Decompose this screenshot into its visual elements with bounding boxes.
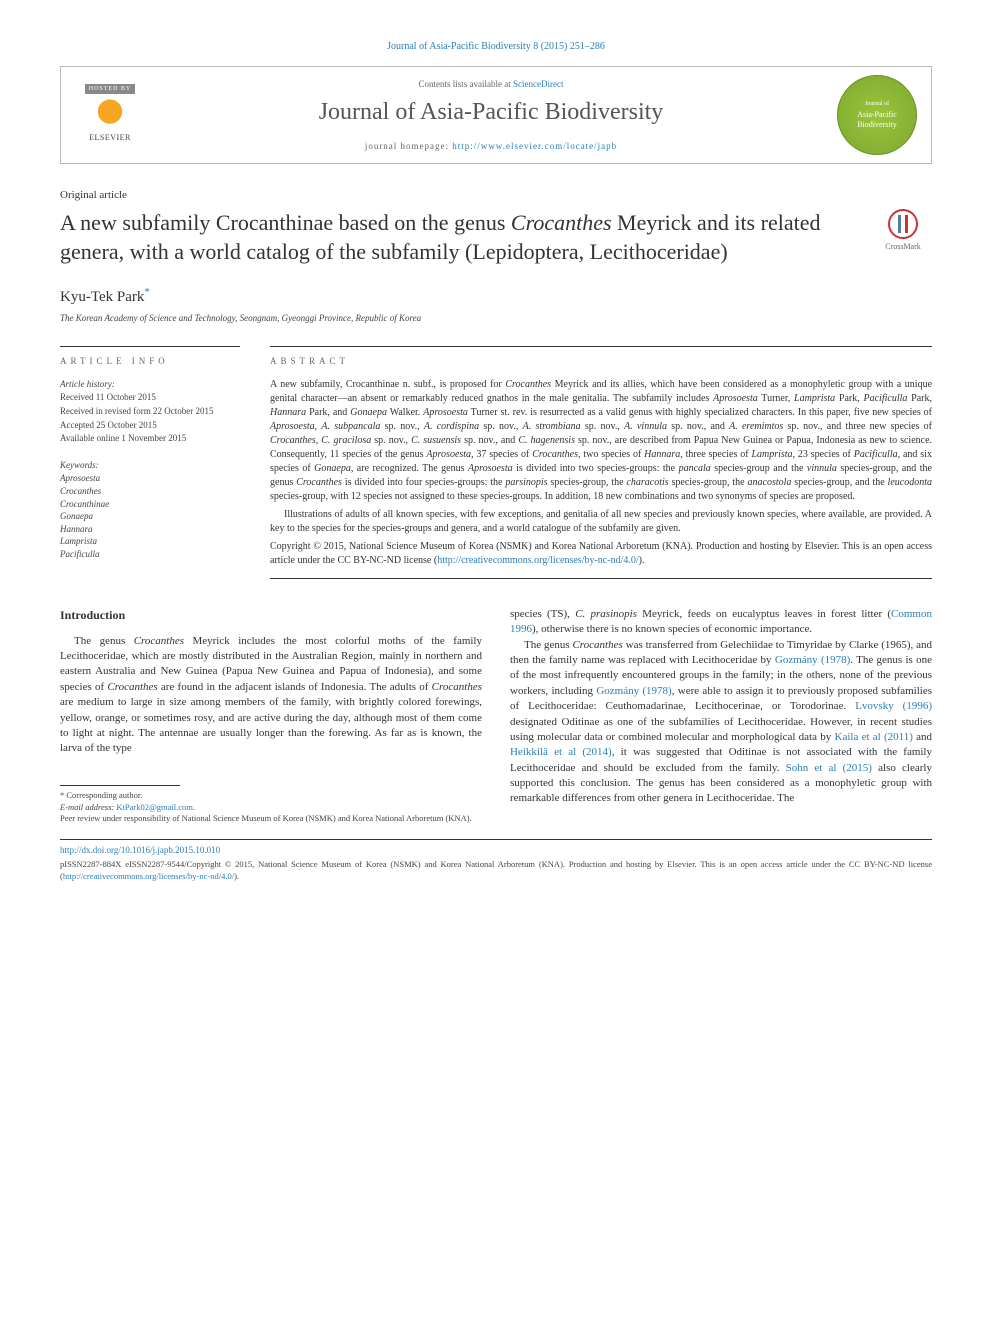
intro-heading: Introduction bbox=[60, 607, 482, 624]
elsevier-logo: ELSEVIER bbox=[88, 98, 132, 146]
footnotes: * Corresponding author. E-mail address: … bbox=[60, 790, 482, 826]
doi-line: http://dx.doi.org/10.1016/j.japb.2015.10… bbox=[60, 844, 932, 857]
homepage-link[interactable]: http://www.elsevier.com/locate/japb bbox=[452, 141, 617, 151]
intro-para3: The genus Crocanthes was transferred fro… bbox=[510, 638, 932, 807]
keyword: Gonaepa bbox=[60, 510, 240, 523]
keyword: Lamprista bbox=[60, 535, 240, 548]
abstract-head: ABSTRACT bbox=[270, 346, 932, 368]
author-line: Kyu-Tek Park* bbox=[60, 285, 932, 308]
journal-name: Journal of Asia-Pacific Biodiversity bbox=[145, 96, 837, 130]
citation-line: Journal of Asia-Pacific Biodiversity 8 (… bbox=[60, 40, 932, 54]
journal-header: HOSTED BY ELSEVIER Contents lists availa… bbox=[60, 66, 932, 164]
affiliation: The Korean Academy of Science and Techno… bbox=[60, 312, 932, 325]
issn-line: pISSN2287-884X eISSN2287-9544/Copyright … bbox=[60, 859, 932, 883]
abstract-para1: A new subfamily, Crocanthinae n. subf., … bbox=[270, 378, 932, 504]
title-part1: A new subfamily Crocanthinae based on th… bbox=[60, 210, 511, 235]
contents-line: Contents lists available at ScienceDirec… bbox=[145, 78, 837, 91]
article-info-col: ARTICLE INFO Article history: Received 1… bbox=[60, 346, 240, 579]
keyword: Crocanthinae bbox=[60, 498, 240, 511]
journal-badge: Journal of Asia-Pacific Biodiversity bbox=[837, 75, 917, 155]
intro-para1: The genus Crocanthes Meyrick includes th… bbox=[60, 634, 482, 757]
history-accepted: Accepted 25 October 2015 bbox=[60, 419, 240, 432]
keyword: Hannara bbox=[60, 523, 240, 536]
author-email-link[interactable]: KtPark02@gmail.com bbox=[116, 802, 193, 812]
history-revised: Received in revised form 22 October 2015 bbox=[60, 405, 240, 418]
footnote-divider bbox=[60, 785, 180, 786]
issn-end: ). bbox=[234, 871, 239, 881]
abstract-col: ABSTRACT A new subfamily, Crocanthinae n… bbox=[270, 346, 932, 579]
keyword: Crocanthes bbox=[60, 485, 240, 498]
email-line: E-mail address: KtPark02@gmail.com. bbox=[60, 802, 482, 814]
homepage-prefix: journal homepage: bbox=[365, 141, 452, 151]
elsevier-word: ELSEVIER bbox=[88, 132, 132, 143]
email-label: E-mail address: bbox=[60, 802, 116, 812]
crossmark-badge[interactable]: CrossMark bbox=[874, 209, 932, 252]
keywords-head: Keywords: bbox=[60, 459, 240, 472]
history-head: Article history: bbox=[60, 378, 240, 391]
abstract-divider bbox=[270, 578, 932, 579]
sciencedirect-link[interactable]: ScienceDirect bbox=[513, 79, 563, 89]
homepage-line: journal homepage: http://www.elsevier.co… bbox=[145, 140, 837, 153]
bottom-divider bbox=[60, 839, 932, 840]
crossmark-label: CrossMark bbox=[874, 241, 932, 252]
title-genus: Crocanthes bbox=[511, 210, 612, 235]
hosted-by-label: HOSTED BY bbox=[85, 84, 136, 94]
intro-para2: species (TS), C. prasinopis Meyrick, fee… bbox=[510, 607, 932, 638]
author-marker: * bbox=[144, 286, 150, 298]
article-title: A new subfamily Crocanthinae based on th… bbox=[60, 209, 862, 266]
doi-link[interactable]: http://dx.doi.org/10.1016/j.japb.2015.10… bbox=[60, 845, 220, 855]
badge-line2: Asia-Pacific bbox=[857, 110, 897, 120]
hosted-by-block: HOSTED BY ELSEVIER bbox=[75, 84, 145, 146]
abstract-para2: Illustrations of adults of all known spe… bbox=[270, 508, 932, 536]
article-type: Original article bbox=[60, 188, 932, 203]
history-online: Available online 1 November 2015 bbox=[60, 432, 240, 445]
history-received: Received 11 October 2015 bbox=[60, 391, 240, 404]
corresponding-author: * Corresponding author. bbox=[60, 790, 482, 802]
peer-review: Peer review under responsibility of Nati… bbox=[60, 813, 482, 825]
author-name: Kyu-Tek Park bbox=[60, 289, 144, 305]
keyword: Pacificulla bbox=[60, 548, 240, 561]
contents-prefix: Contents lists available at bbox=[419, 79, 513, 89]
body-columns: Introduction The genus Crocanthes Meyric… bbox=[60, 607, 932, 826]
badge-line3: Biodiversity bbox=[857, 120, 897, 130]
abstract-copyright: Copyright © 2015, National Science Museu… bbox=[270, 540, 932, 568]
article-info-head: ARTICLE INFO bbox=[60, 346, 240, 368]
bottom-license-link[interactable]: http://creativecommons.org/licenses/by-n… bbox=[63, 871, 234, 881]
crossmark-icon bbox=[888, 209, 918, 239]
copyright-end: ). bbox=[639, 555, 645, 566]
keyword: Aprosoesta bbox=[60, 472, 240, 485]
badge-line1: Journal of bbox=[865, 101, 889, 108]
license-link[interactable]: http://creativecommons.org/licenses/by-n… bbox=[437, 555, 638, 566]
